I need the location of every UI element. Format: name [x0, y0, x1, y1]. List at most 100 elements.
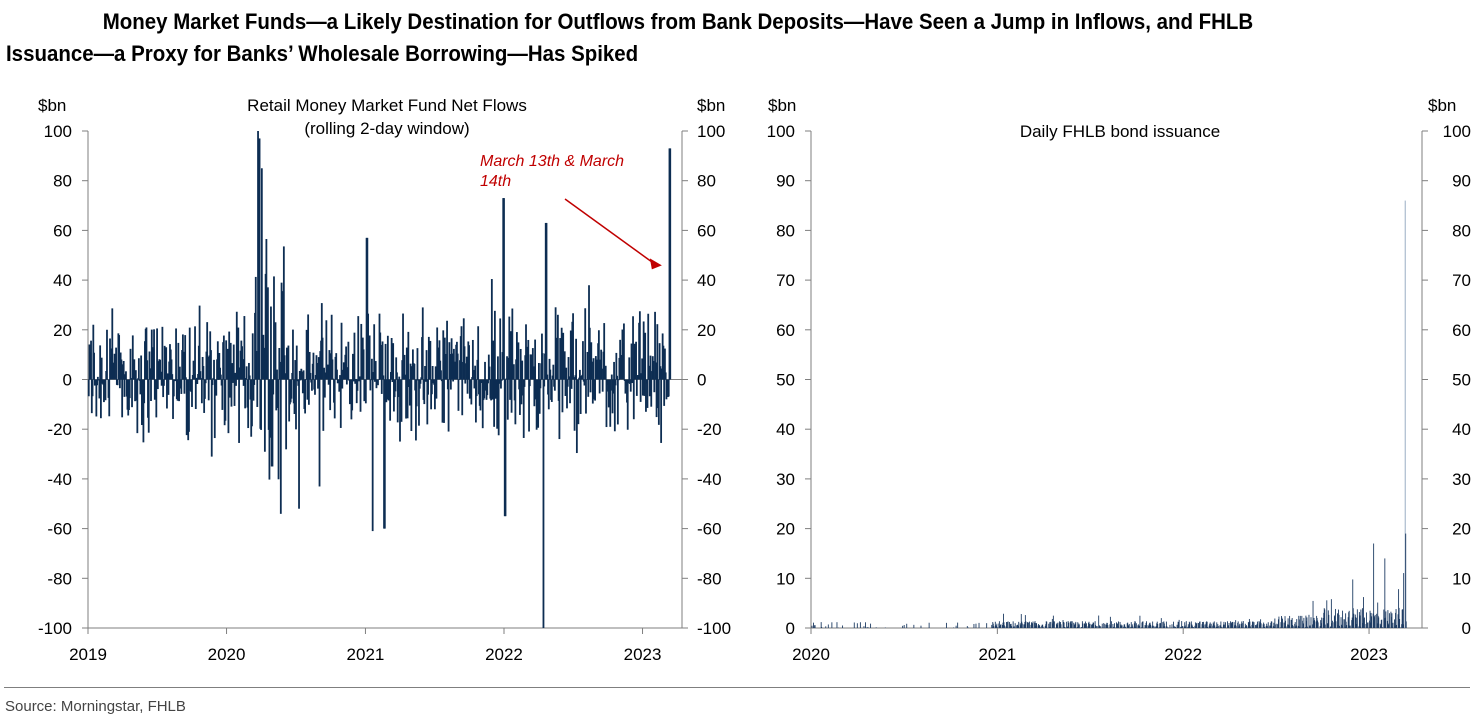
- left-flow-bar: [287, 345, 290, 380]
- right-issuance-bar: [993, 626, 995, 628]
- left-flow-bar: [468, 345, 470, 380]
- right-issuance-bar: [1341, 625, 1343, 628]
- left-flow-bar: [377, 379, 379, 386]
- right-xtick-label: 2022: [1164, 645, 1202, 664]
- left-flow-bar: [251, 333, 254, 380]
- right-issuance-bar: [1185, 621, 1187, 628]
- left-flow-bar: [149, 368, 152, 380]
- left-flow-bar: [248, 362, 250, 380]
- left-flow-bar: [153, 379, 156, 400]
- right-issuance-bar: [1351, 617, 1353, 628]
- left-flow-bar: [600, 349, 603, 380]
- left-flow-bar: [374, 379, 376, 382]
- right-issuance-bar: [1185, 626, 1187, 628]
- right-issuance-bar: [1405, 533, 1407, 628]
- left-flow-bar: [419, 379, 422, 384]
- right-ytick-label-left: 70: [776, 271, 795, 290]
- left-flow-bar: [645, 379, 647, 412]
- right-issuance-bar: [1301, 620, 1303, 628]
- left-flow-bar: [430, 379, 433, 410]
- left-flow-bar: [260, 379, 262, 430]
- right-issuance-bar: [1273, 626, 1275, 628]
- right-issuance-bar: [1281, 616, 1282, 628]
- right-issuance-bar: [1181, 621, 1183, 628]
- left-flow-bar: [628, 357, 631, 380]
- right-issuance-bar: [1110, 621, 1112, 628]
- right-issuance-bar: [1060, 624, 1062, 628]
- left-flow-bar: [292, 329, 294, 380]
- left-flow-bar: [589, 379, 592, 393]
- left-ytick-label-right: 60: [697, 221, 716, 240]
- right-issuance-bar: [1380, 620, 1382, 628]
- left-flow-bar: [347, 341, 350, 380]
- right-issuance-bar: [1269, 625, 1271, 628]
- right-issuance-bar: [1404, 200, 1406, 628]
- right-issuance-bar: [1049, 622, 1051, 628]
- left-ytick-label-left: 40: [53, 271, 72, 290]
- right-issuance-bar: [1144, 625, 1146, 628]
- right-issuance-bar: [1137, 625, 1139, 628]
- left-flow-bar: [269, 379, 272, 438]
- right-issuance-bar: [1045, 624, 1047, 628]
- right-issuance-bar: [1105, 624, 1107, 628]
- right-issuance-bar: [1376, 623, 1378, 628]
- left-flow-bar: [649, 355, 652, 380]
- left-flow-bar: [652, 360, 655, 380]
- right-issuance-bar: [1182, 626, 1184, 628]
- right-issuance-bar: [859, 622, 861, 628]
- right-issuance-bar: [1003, 622, 1005, 628]
- right-issuance-bar: [1073, 622, 1075, 628]
- right-issuance-bar: [1063, 621, 1064, 628]
- right-issuance-bar: [1196, 622, 1198, 628]
- right-issuance-bar: [1020, 614, 1022, 628]
- right-issuance-bar: [1070, 621, 1072, 628]
- right-issuance-bar: [1348, 610, 1350, 628]
- right-issuance-bar: [1378, 617, 1380, 628]
- left-flow-bar: [423, 379, 426, 405]
- right-issuance-bar: [1398, 607, 1400, 628]
- left-flow-bar: [307, 379, 310, 405]
- right-issuance-bar: [1130, 626, 1132, 628]
- right-issuance-bar: [1163, 621, 1165, 628]
- left-ytick-label-left: 0: [63, 371, 72, 390]
- left-flow-bar: [136, 379, 139, 434]
- left-flow-bar: [506, 356, 508, 380]
- right-issuance-bar: [1394, 619, 1395, 628]
- right-issuance-bar: [1051, 618, 1053, 628]
- left-flow-bar: [418, 379, 420, 426]
- left-flow-bar: [623, 323, 625, 380]
- left-flow-bar: [301, 379, 304, 394]
- left-flow-bar: [131, 379, 133, 408]
- right-issuance-bar: [1321, 617, 1323, 628]
- left-flow-bar: [496, 379, 499, 429]
- right-issuance-bar: [1402, 609, 1404, 628]
- left-flow-bar: [656, 324, 659, 380]
- right-issuance-bar: [1063, 622, 1065, 628]
- right-issuance-bar: [913, 624, 915, 628]
- left-flow-bar: [380, 379, 383, 394]
- right-issuance-bar: [1287, 618, 1289, 628]
- left-flow-bar: [123, 379, 126, 397]
- right-issuance-bar: [1048, 627, 1050, 628]
- right-issuance-bar: [1385, 611, 1387, 628]
- left-flow-bar: [270, 306, 272, 380]
- right-issuance-bar: [1392, 622, 1394, 628]
- right-issuance-bar: [1355, 617, 1357, 628]
- left-flow-bar: [583, 379, 586, 386]
- left-flow-bar: [667, 379, 670, 397]
- right-issuance-bar: [1189, 622, 1191, 628]
- right-issuance-bar: [902, 625, 904, 628]
- left-flow-bar: [307, 314, 310, 380]
- left-flow-bar: [226, 348, 229, 380]
- left-flow-bar: [140, 379, 143, 426]
- right-issuance-bar: [1162, 622, 1164, 628]
- left-flow-bar: [98, 379, 101, 399]
- left-flow-bar: [200, 378, 203, 380]
- right-issuance-bar: [1265, 625, 1267, 628]
- right-issuance-bar: [1035, 623, 1037, 628]
- right-issuance-bar: [1149, 622, 1151, 628]
- left-flow-bar: [470, 379, 473, 405]
- left-flow-bar: [610, 374, 613, 380]
- right-issuance-bar: [1304, 627, 1306, 628]
- right-issuance-bar: [1100, 626, 1102, 628]
